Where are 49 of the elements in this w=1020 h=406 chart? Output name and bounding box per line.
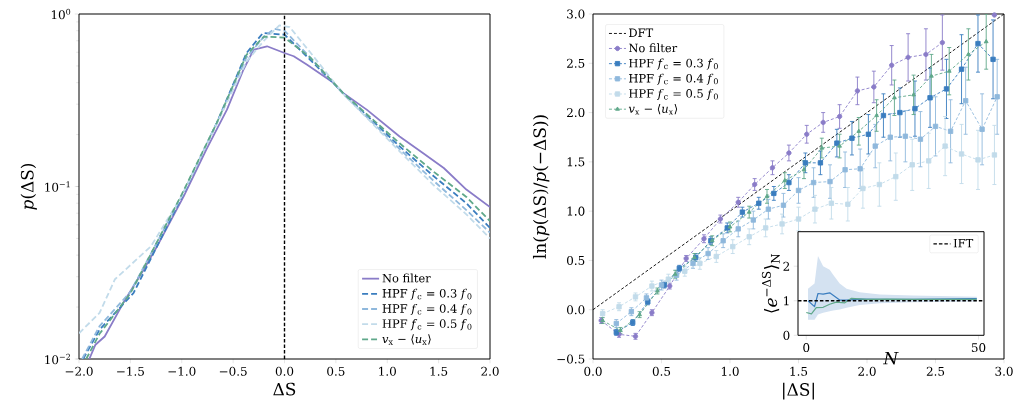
y-tick-label: 10$^{−2}$ [45,353,70,365]
y-tick-label: 2.0 [567,108,585,118]
x-tick-label: 2.0 [481,366,499,376]
y-tick-label: 0.5 [567,255,585,265]
legend-label: IFT [953,239,974,248]
x-tick-label: −2.0 [65,366,93,376]
y-tick-label: 0.0 [567,305,585,315]
legend-label: No filter [382,273,431,283]
x-axis-title: |ΔS| [783,382,814,400]
y-axis-title: p(ΔS) [20,163,37,210]
y-tick-label: 3.0 [567,9,585,19]
y-axis-title: ⟨e$^{−ΔS}$⟩$_{N}$ [761,253,780,313]
x-tick-label: 2.5 [926,366,945,376]
x-axis-title: N [883,351,899,365]
x-tick-label: 0.0 [275,366,294,376]
legend-label: HPF f$_{c}$ = 0.3 f$_{0}$ [382,288,472,300]
legend-label: v$_{x}$ − ⟨u$_{x}$⟩ [382,334,431,345]
y-tick-label: 1.0 [567,206,585,216]
x-tick-label: 3.0 [995,366,1013,376]
x-tick-label: 1.0 [721,366,739,376]
y-tick-label: 1 [784,296,789,306]
legend-label: HPF f$_{c}$ = 0.3 f$_{0}$ [629,58,718,70]
x-tick-label: −1.0 [168,366,196,376]
x-tick-label: 0.0 [584,366,602,376]
x-tick-label: −0.5 [219,366,247,376]
x-tick-label: 2.0 [858,366,876,376]
x-tick-label: 0.5 [652,366,671,376]
y-axis-title: ln(p(ΔS)/p(−ΔS)) [532,115,550,259]
y-tick-label: 2 [783,261,790,271]
legend-label: DFT [629,28,654,37]
legend-label: HPF f$_{c}$ = 0.4 f$_{0}$ [629,73,718,85]
legend-label: HPF f$_{c}$ = 0.5 f$_{0}$ [629,88,718,100]
y-tick-label: 2.5 [567,58,585,68]
x-tick-label: 50 [971,343,986,353]
x-tick-label: 1.0 [379,366,396,376]
legend-label: HPF f$_{c}$ = 0.4 f$_{0}$ [382,303,472,315]
legend-label: No filter [628,43,678,53]
x-tick-label: 1.5 [430,366,448,376]
y-tick-label: 0 [783,330,790,340]
y-tick-label: −0.5 [557,354,585,364]
x-tick-label: −1.5 [117,366,144,376]
x-tick-label: 0.5 [327,366,345,376]
legend-label: HPF f$_{c}$ = 0.5 f$_{0}$ [382,319,472,331]
legend-label: v$_{x}$ − ⟨u$_{x}$⟩ [628,104,678,115]
x-axis-title: ΔS [273,382,296,396]
y-tick-label: 10$^{−1}$ [45,181,70,192]
x-tick-label: 1.5 [790,366,808,376]
y-tick-label: 10$^{0}$ [51,8,71,20]
y-tick-label: 1.5 [567,157,585,167]
